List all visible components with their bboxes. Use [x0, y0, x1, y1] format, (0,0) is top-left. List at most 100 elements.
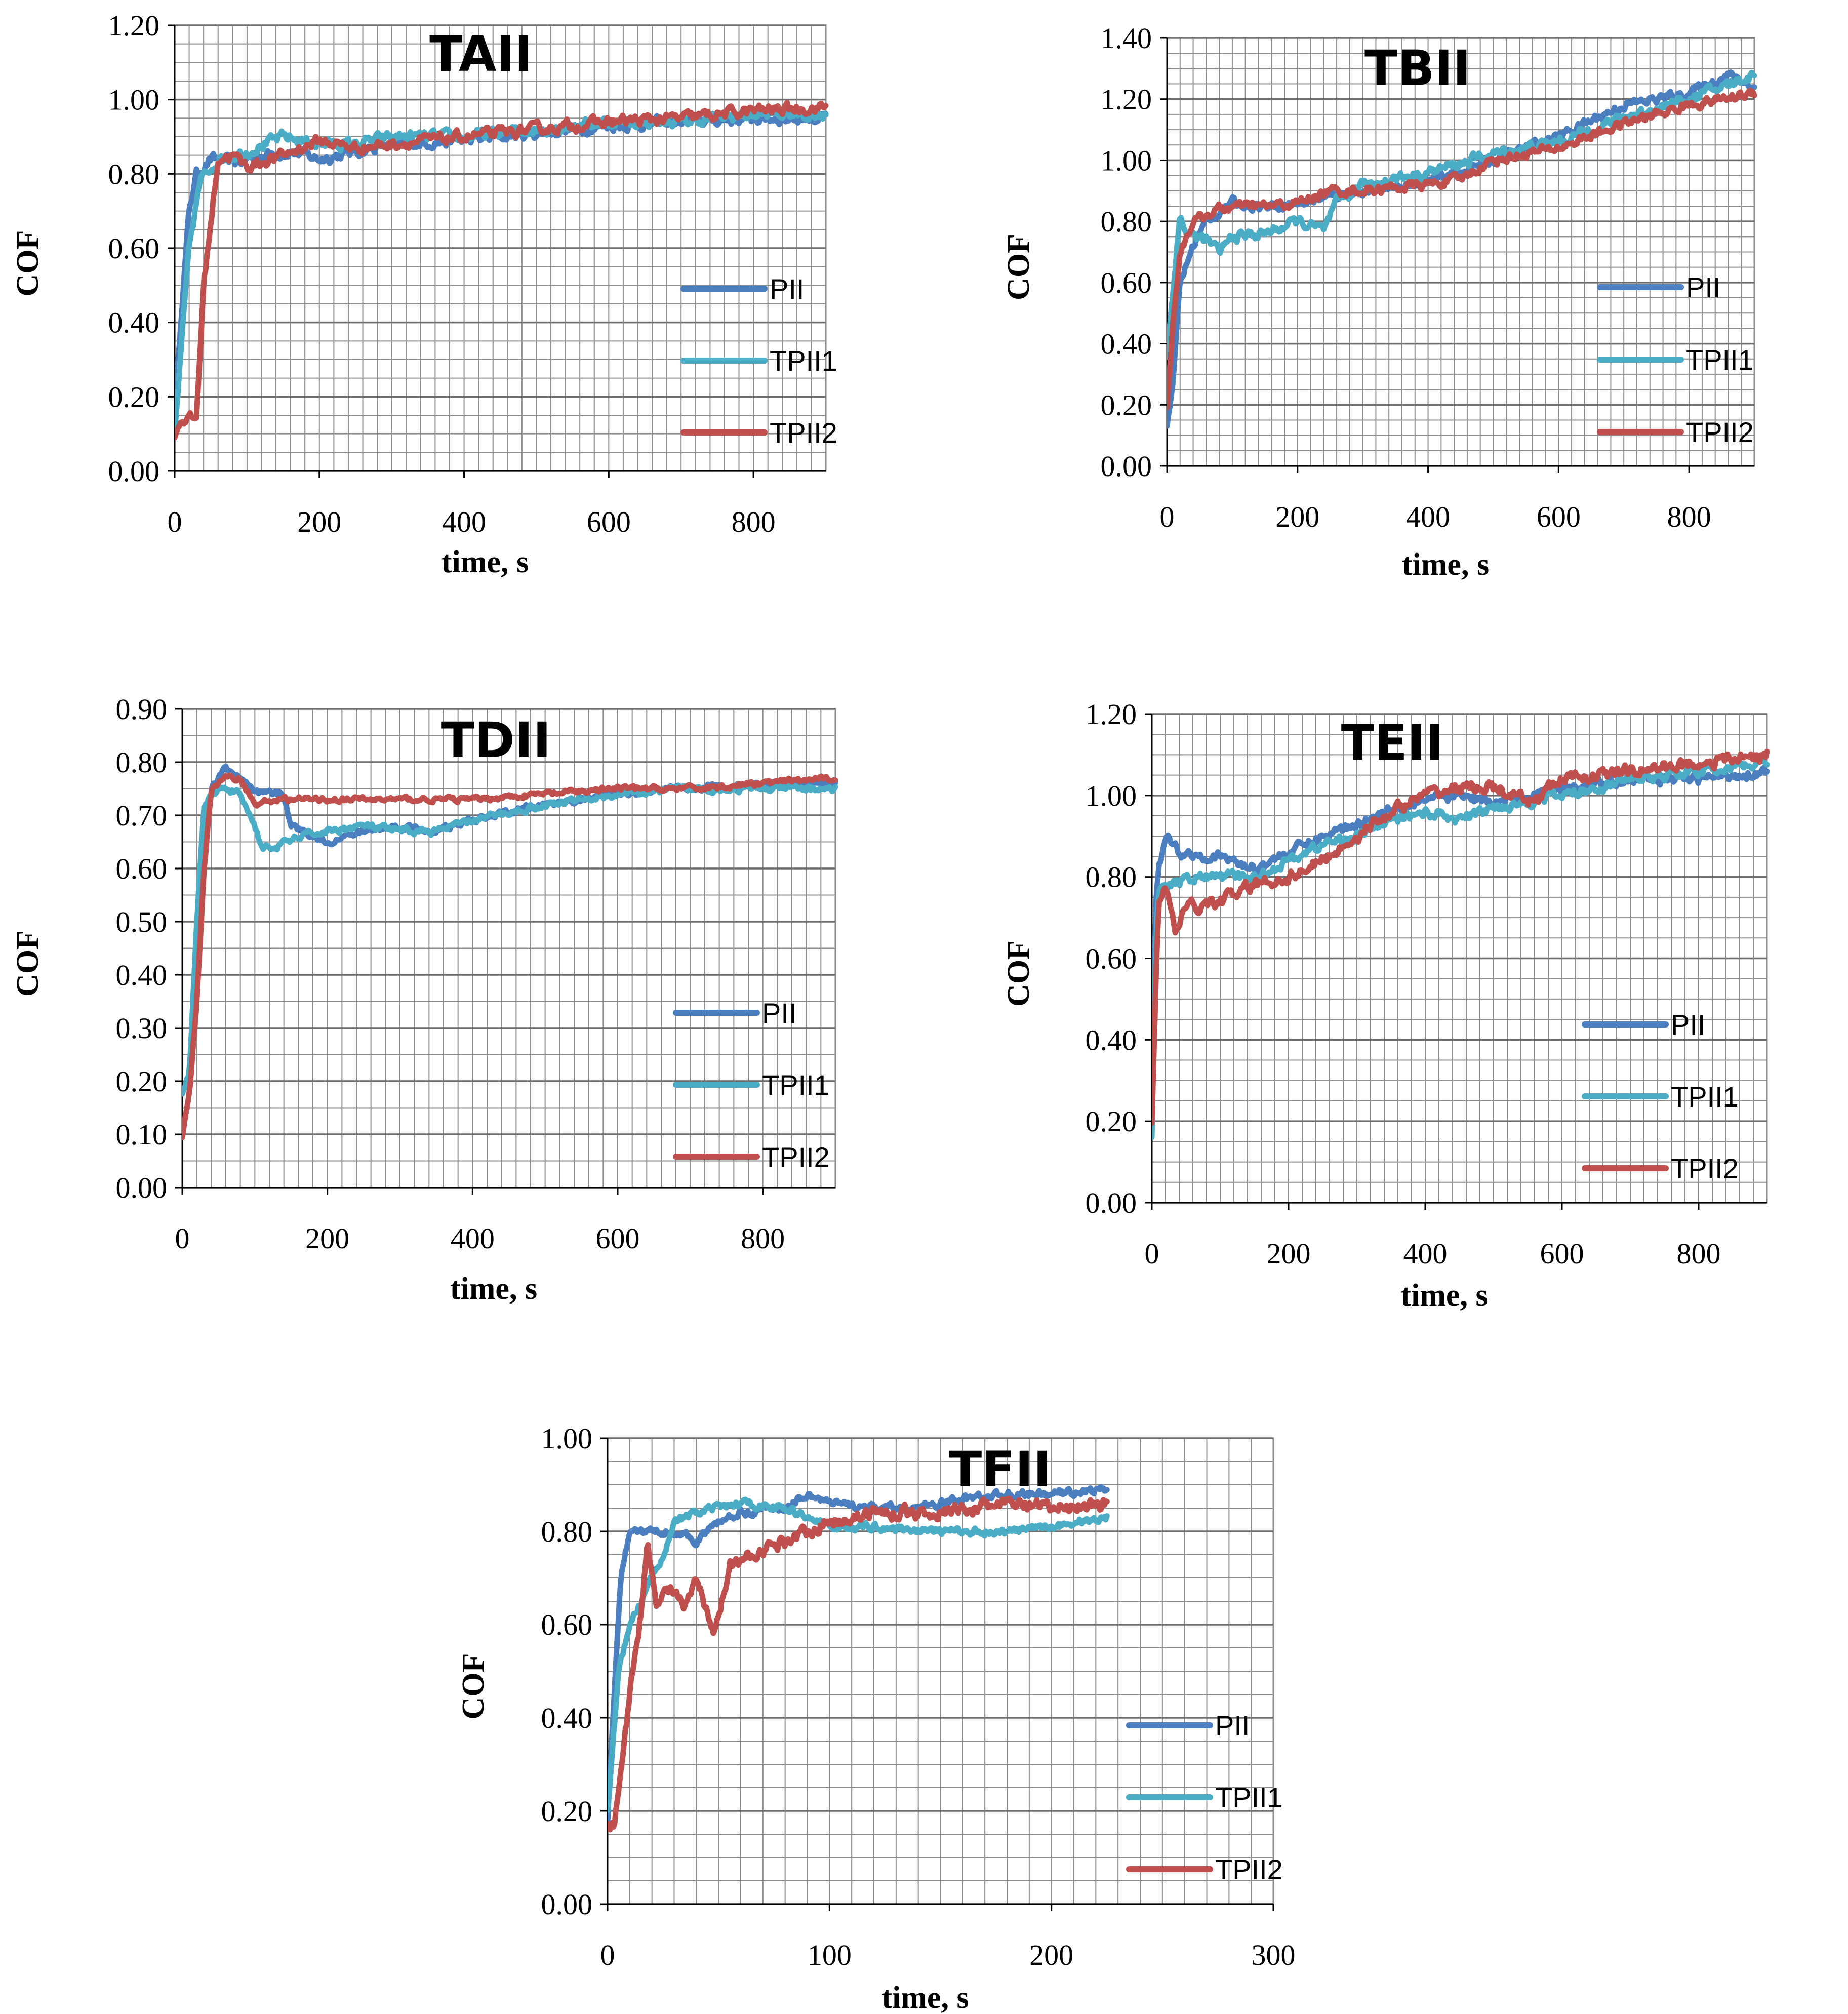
chart-taii: 0.00 0.20 0.40 0.60 0.80 1.00 1.20 0 200 400 600 80…	[11, 9, 837, 579]
x-tick-label: 0	[1160, 500, 1175, 533]
y-tick-label: 0.60	[541, 1608, 593, 1641]
series-line-tpii2	[175, 100, 829, 441]
y-tick-label: 1.20	[1086, 698, 1137, 731]
y-tick-label: 0.00	[1101, 450, 1152, 483]
x-tick-label: 800	[1677, 1237, 1721, 1270]
x-tick-label: 0	[1145, 1237, 1159, 1270]
y-tick-label: 0.50	[116, 905, 168, 938]
chart-title: TEII	[1341, 715, 1444, 771]
chart-teii: 0.00 0.20 0.40 0.60 0.80 1.00 1.20 0 200 400 600 80…	[1001, 698, 1770, 1313]
x-tick-label: 100	[808, 1939, 852, 1971]
x-tick-label: 200	[1029, 1939, 1073, 1971]
y-tick-label: 0.60	[1086, 942, 1137, 975]
legend-label-pii: PII	[1686, 271, 1720, 303]
y-tick-label: 0.40	[1086, 1023, 1137, 1056]
y-tick-label: 0.30	[116, 1012, 168, 1045]
x-tick-label: 800	[732, 505, 776, 538]
legend-label-tpii2: TPII2	[1671, 1153, 1739, 1184]
x-axis-label: time, s	[1400, 1278, 1488, 1313]
y-axis-label: COF	[1001, 234, 1036, 300]
y-axis-label: COF	[11, 230, 45, 297]
y-tick-label: 0.20	[116, 1065, 168, 1098]
y-tick-label: 1.00	[1086, 779, 1137, 812]
y-tick-label: 1.20	[1101, 83, 1152, 116]
chart-tdii: 0.00 0.10 0.20 0.30 0.40 0.50 0.60 0.70 0.80 0.90…	[11, 693, 838, 1306]
y-tick-label: 0.20	[108, 380, 160, 413]
chart-tfii: 0.00 0.20 0.40 0.60 0.80 1.00 0 100 200 300 time, …	[456, 1422, 1296, 2014]
legend-label-tpii1: TPII1	[762, 1069, 830, 1101]
y-tick-label: 0.00	[1086, 1187, 1137, 1219]
legend-label-tpii2: TPII2	[762, 1141, 830, 1173]
y-tick-label: 0.00	[541, 1888, 593, 1921]
y-tick-label: 1.00	[1101, 144, 1152, 177]
y-tick-label: 1.40	[1101, 22, 1152, 55]
y-axis-label: COF	[456, 1653, 491, 1720]
y-tick-label: 0.40	[108, 306, 160, 339]
y-tick-label: 0.40	[1101, 328, 1152, 361]
x-axis-label: time, s	[450, 1272, 537, 1306]
y-tick-label: 0.60	[108, 232, 160, 265]
y-tick-label: 0.70	[116, 799, 168, 832]
y-tick-label: 0.80	[1101, 205, 1152, 238]
y-tick-label: 0.90	[116, 693, 168, 726]
x-tick-label: 0	[168, 505, 182, 538]
series-line-tpii2	[1152, 748, 1770, 1126]
y-tick-label: 1.00	[541, 1422, 593, 1455]
y-tick-label: 0.80	[108, 157, 160, 190]
y-tick-label: 0.80	[1086, 861, 1137, 894]
series-line-tpii2	[182, 772, 838, 1140]
y-tick-label: 0.60	[1101, 266, 1152, 299]
x-tick-label: 800	[1667, 500, 1711, 533]
legend-label-pii: PII	[1671, 1009, 1705, 1041]
legend-label-tpii1: TPII1	[1671, 1081, 1739, 1113]
x-tick-label: 200	[1267, 1237, 1311, 1270]
x-axis-label: time, s	[1402, 547, 1489, 582]
x-tick-label: 400	[451, 1222, 495, 1255]
series-line-tpii2	[608, 1495, 1110, 1833]
x-tick-label: 400	[1403, 1237, 1448, 1270]
chart-tbii: 0.00 0.20 0.40 0.60 0.80 1.00 1.20 1.40 0 200 400 6…	[1001, 22, 1757, 582]
chart-title: TDII	[441, 712, 551, 769]
x-axis-label: time, s	[881, 1981, 969, 2014]
legend-label-tpii2: TPII2	[1686, 416, 1754, 448]
y-tick-label: 0.20	[1086, 1105, 1137, 1138]
series-line-tpii1	[1152, 756, 1770, 1140]
x-tick-label: 400	[442, 505, 486, 538]
y-tick-label: 0.00	[108, 455, 160, 488]
x-tick-label: 600	[596, 1222, 640, 1255]
legend-label-tpii1: TPII1	[1686, 344, 1754, 376]
x-tick-label: 600	[1540, 1237, 1584, 1270]
x-tick-label: 600	[1537, 500, 1581, 533]
legend-label-pii: PII	[770, 273, 804, 305]
series-line-pii	[608, 1484, 1110, 1826]
x-tick-label: 0	[600, 1939, 615, 1971]
y-tick-label: 0.40	[116, 959, 168, 992]
y-tick-label: 1.00	[108, 84, 160, 116]
y-tick-label: 0.80	[116, 746, 168, 779]
x-tick-label: 0	[175, 1222, 190, 1255]
y-tick-label: 0.00	[116, 1171, 168, 1204]
x-axis-label: time, s	[441, 545, 529, 579]
chart-title: TAII	[429, 26, 533, 83]
x-tick-label: 200	[305, 1222, 349, 1255]
y-tick-label: 0.60	[116, 852, 168, 885]
x-tick-label: 800	[741, 1222, 785, 1255]
y-tick-label: 0.40	[541, 1702, 593, 1734]
chart-title: TFII	[949, 1441, 1052, 1498]
legend-label-tpii1: TPII1	[1215, 1782, 1283, 1813]
x-tick-label: 600	[587, 505, 631, 538]
y-tick-label: 0.80	[541, 1515, 593, 1548]
legend-label-pii: PII	[762, 997, 796, 1029]
legend-label-tpii2: TPII2	[1215, 1853, 1283, 1885]
y-tick-label: 1.20	[108, 9, 160, 42]
y-tick-label: 0.20	[541, 1795, 593, 1828]
x-tick-label: 400	[1406, 500, 1450, 533]
y-axis-label: COF	[11, 930, 45, 997]
y-axis-label: COF	[1001, 940, 1036, 1007]
x-tick-label: 300	[1252, 1939, 1296, 1971]
y-tick-label: 0.20	[1101, 388, 1152, 421]
chart-title: TBII	[1364, 40, 1471, 97]
legend-label-tpii2: TPII2	[770, 417, 837, 449]
x-tick-label: 200	[1275, 500, 1319, 533]
